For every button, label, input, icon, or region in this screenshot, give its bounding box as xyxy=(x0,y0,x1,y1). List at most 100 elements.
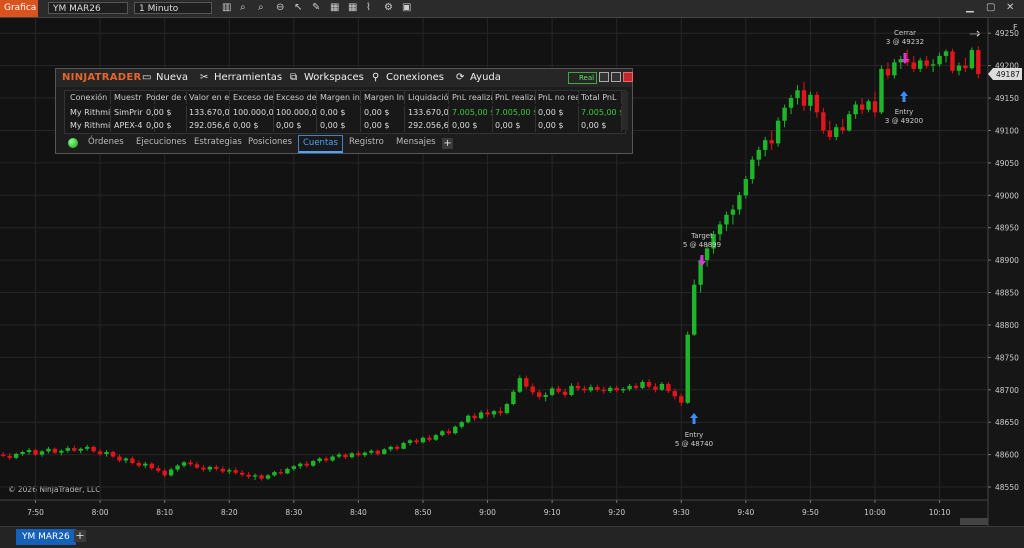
y-tick-label: 48750 xyxy=(995,353,1019,362)
minimize[interactable]: ▁ xyxy=(966,2,974,13)
menu-icon[interactable]: ✂ xyxy=(200,72,209,83)
candle-body xyxy=(233,470,238,473)
candle-body xyxy=(595,387,600,390)
candle-body xyxy=(801,90,807,106)
candle-body xyxy=(317,458,322,462)
add-tab[interactable]: + xyxy=(442,138,453,149)
instrument-select[interactable]: YM MAR26 xyxy=(48,2,128,14)
candle-body xyxy=(84,446,90,449)
candle-body xyxy=(608,387,613,392)
zoom-icon[interactable]: ⌕ xyxy=(240,2,246,13)
menu-icon[interactable]: ⚲ xyxy=(372,72,380,83)
menu-icon[interactable]: ⧉ xyxy=(290,72,298,83)
minimize[interactable] xyxy=(599,72,609,82)
candle-body xyxy=(840,127,845,131)
tab[interactable]: Posiciones xyxy=(248,137,293,147)
candle-body xyxy=(220,468,225,472)
candle-body xyxy=(414,440,419,443)
window-icon[interactable]: ▣ xyxy=(402,2,412,13)
candle-body xyxy=(633,385,639,388)
execution-detail: 3 @ 49232 xyxy=(886,38,924,46)
scrollbar xyxy=(622,92,628,130)
table-cell: 0,00 $ xyxy=(318,106,361,119)
app-button[interactable]: Grafica xyxy=(0,0,38,17)
candle-body xyxy=(937,55,942,65)
tab[interactable]: Mensajes xyxy=(396,137,436,147)
toolbar: Grafica YM MAR26 1 Minuto ▥ ⌕ ⌕ ⊖ ↖ ✎ ▦ … xyxy=(0,0,1024,18)
column-header: Total PnL xyxy=(579,91,622,104)
maximize[interactable]: ▢ xyxy=(986,2,996,13)
candle-body xyxy=(272,472,277,476)
add-tab[interactable]: + xyxy=(74,529,86,542)
candle-body xyxy=(691,284,697,335)
pointer-icon[interactable]: ↖ xyxy=(294,2,303,13)
candle-body xyxy=(666,383,671,392)
menu-icon[interactable]: ⟳ xyxy=(456,72,465,83)
menu-item[interactable]: Workspaces xyxy=(304,72,364,83)
execution-arrow xyxy=(690,413,698,424)
candle-body xyxy=(252,475,258,477)
close[interactable] xyxy=(623,72,633,82)
candle-body xyxy=(375,450,380,454)
table-cell: 292.056,62 xyxy=(408,119,449,132)
table-cell: APEX-4 xyxy=(112,119,155,132)
candle-body xyxy=(265,475,271,479)
y-tick-label: 48600 xyxy=(995,451,1019,460)
candle-body xyxy=(485,412,490,415)
menu-item[interactable]: Conexiones xyxy=(386,72,444,83)
tab[interactable]: Ejecuciones xyxy=(136,137,187,147)
close[interactable]: ✕ xyxy=(1006,2,1015,13)
arrow-icon[interactable]: → xyxy=(969,26,981,42)
candle-body xyxy=(530,386,535,393)
candle-body xyxy=(879,68,884,113)
candle-body xyxy=(659,383,665,390)
draw-icon[interactable]: ✎ xyxy=(312,2,321,13)
candle-body xyxy=(556,388,561,392)
menu-item[interactable]: Ayuda xyxy=(470,72,501,83)
grid-icon[interactable]: ▦ xyxy=(330,2,340,13)
grid-icon[interactable]: ▦ xyxy=(348,2,358,13)
interval-select[interactable]: 1 Minuto xyxy=(134,2,212,14)
tab[interactable]: Estrategias xyxy=(194,137,242,147)
candle-body xyxy=(401,442,406,449)
candle-body xyxy=(201,467,206,470)
chart-tab[interactable]: YM MAR26 xyxy=(16,529,76,545)
column-header: PnL realiza xyxy=(452,91,493,104)
x-tick-label: 9:50 xyxy=(802,508,819,517)
candle-body xyxy=(976,50,981,75)
menu-item[interactable]: Nueva xyxy=(156,72,189,83)
candle-body xyxy=(730,209,736,215)
candle-body xyxy=(207,466,213,470)
tab[interactable]: Registro xyxy=(349,137,384,147)
table-cell: 133.670,00 xyxy=(408,106,449,119)
menu-item[interactable]: Herramientas xyxy=(214,72,283,83)
candle-body xyxy=(788,98,794,108)
table-cell: 0,00 $ xyxy=(231,119,274,132)
column-header: Valor en ef xyxy=(189,91,230,104)
x-tick-label: 8:40 xyxy=(350,508,367,517)
scrollbar[interactable] xyxy=(960,518,988,525)
bars-icon[interactable]: ▥ xyxy=(222,2,232,13)
tab[interactable]: Órdenes xyxy=(88,137,124,147)
candle-body xyxy=(511,391,516,405)
tab[interactable]: Cuentas xyxy=(298,135,343,153)
zoom-icon[interactable]: ⌕ xyxy=(258,2,264,13)
candle-body xyxy=(562,391,568,395)
candle-body xyxy=(420,437,426,443)
candle-body xyxy=(388,446,393,450)
candle-body xyxy=(285,468,290,474)
table-cell: 0,00 $ xyxy=(536,106,579,119)
candle-body xyxy=(646,382,652,387)
menu-icon[interactable]: ▭ xyxy=(142,72,152,83)
real-button[interactable]: Real xyxy=(568,72,598,84)
zoom-out-icon[interactable]: ⊖ xyxy=(276,2,285,13)
maximize[interactable] xyxy=(611,72,621,82)
indicator-icon[interactable]: ⌇ xyxy=(366,2,371,13)
candle-body xyxy=(427,437,432,440)
candle-body xyxy=(724,214,729,225)
panel-header: NINJATRADER Real ▭ Nueva ✂ Herramientas ⧉ Wor… xyxy=(56,69,633,87)
execution-detail: 5 @ 48740 xyxy=(675,440,713,448)
candle-body xyxy=(892,62,897,76)
candle-body xyxy=(7,455,12,458)
strategy-icon[interactable]: ⚙ xyxy=(384,2,393,13)
